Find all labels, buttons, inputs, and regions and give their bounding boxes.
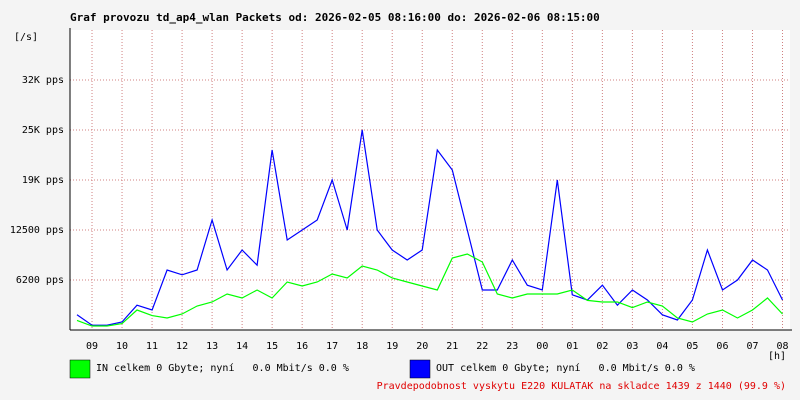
x-tick-label: 03 — [626, 341, 638, 352]
legend-swatch — [69, 359, 91, 379]
y-tick-label: 6200 pps — [16, 275, 64, 286]
x-tick-label: 05 — [686, 341, 698, 352]
x-tick-label: 15 — [266, 341, 278, 352]
chart-title: Graf provozu td_ap4_wlan Packets od: 202… — [70, 11, 600, 24]
x-tick-label: 12 — [176, 341, 188, 352]
x-tick-label: 16 — [296, 341, 308, 352]
footer: Pravdepodobnost vyskytu E220 KULATAK na … — [377, 381, 786, 392]
x-tick-label: 13 — [206, 341, 218, 352]
x-tick-label: 06 — [716, 341, 728, 352]
x-tick-label: 20 — [416, 341, 428, 352]
x-tick-label: 14 — [236, 341, 248, 352]
x-axis-label: [h] — [768, 351, 786, 362]
x-tick-label: 17 — [326, 341, 338, 352]
x-tick-label: 23 — [506, 341, 518, 352]
y-tick-label: 32K pps — [22, 75, 64, 86]
x-tick-label: 02 — [596, 341, 608, 352]
x-tick-label: 18 — [356, 341, 368, 352]
legend-label: OUT celkem 0 Gbyte; nyní 0.0 Mbit/s 0.0 … — [436, 362, 695, 374]
series-line — [76, 129, 784, 326]
legend-swatch — [409, 359, 431, 379]
x-tick-label: 07 — [746, 341, 758, 352]
x-tick-label: 09 — [86, 341, 98, 352]
y-tick-label: 25K pps — [22, 125, 64, 136]
series-line — [76, 253, 783, 327]
legend-label: IN celkem 0 Gbyte; nyní 0.0 Mbit/s 0.0 % — [96, 362, 349, 374]
y-tick-label: 19K pps — [22, 175, 64, 186]
x-tick-label: 11 — [146, 341, 158, 352]
y-tick-label: 12500 pps — [10, 225, 64, 236]
x-tick-label: 00 — [536, 341, 548, 352]
y-axis-label: [/s] — [14, 32, 38, 43]
x-tick-label: 08 — [776, 341, 788, 352]
x-tick-label: 04 — [656, 341, 668, 352]
x-tick-label: 19 — [386, 341, 398, 352]
x-tick-label: 10 — [116, 341, 128, 352]
x-tick-label: 21 — [446, 341, 458, 352]
x-tick-label: 01 — [566, 341, 578, 352]
x-tick-label: 22 — [476, 341, 488, 352]
